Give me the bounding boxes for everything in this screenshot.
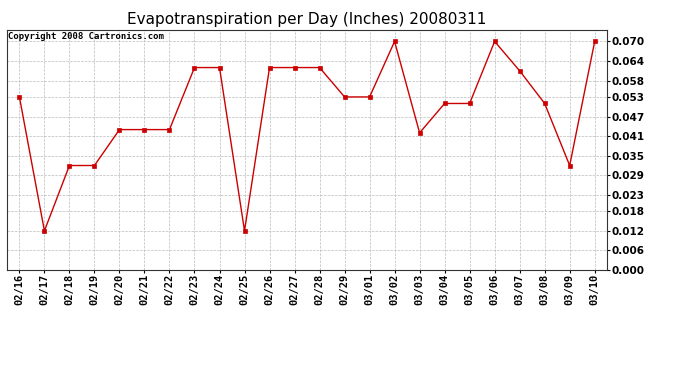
Text: Copyright 2008 Cartronics.com: Copyright 2008 Cartronics.com [8,32,164,41]
Title: Evapotranspiration per Day (Inches) 20080311: Evapotranspiration per Day (Inches) 2008… [128,12,486,27]
